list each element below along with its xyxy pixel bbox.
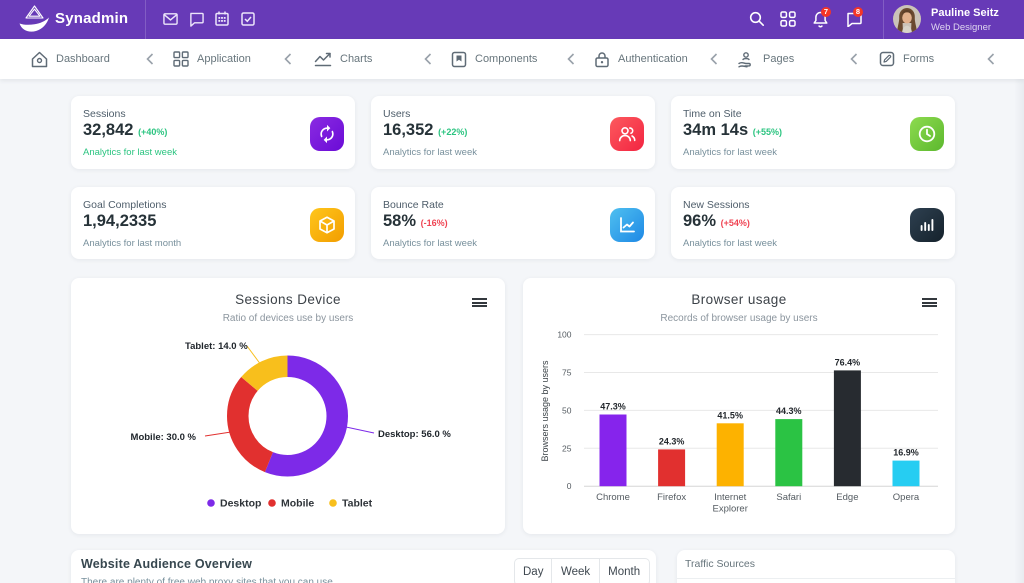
svg-text:100: 100	[557, 330, 571, 340]
svg-text:Internet: Internet	[714, 492, 747, 503]
svg-text:Chrome: Chrome	[596, 492, 630, 503]
svg-text:16.9%: 16.9%	[893, 448, 919, 458]
svg-text:Browsers usage by users: Browsers usage by users	[540, 360, 550, 462]
svg-text:44.3%: 44.3%	[776, 406, 802, 416]
svg-text:Tablet: Tablet	[342, 498, 373, 510]
svg-text:Desktop: 56.0 %: Desktop: 56.0 %	[378, 429, 451, 440]
svg-text:Explorer: Explorer	[713, 504, 748, 515]
svg-text:25: 25	[562, 443, 572, 453]
svg-text:Tablet: 14.0 %: Tablet: 14.0 %	[185, 341, 248, 352]
svg-text:41.5%: 41.5%	[717, 410, 743, 420]
svg-text:24.3%: 24.3%	[659, 436, 685, 446]
svg-text:Opera: Opera	[893, 492, 920, 503]
svg-text:Firefox: Firefox	[657, 492, 686, 503]
svg-text:47.3%: 47.3%	[600, 402, 626, 412]
svg-text:0: 0	[567, 481, 572, 491]
svg-text:Mobile: 30.0 %: Mobile: 30.0 %	[131, 432, 197, 443]
svg-text:Desktop: Desktop	[220, 498, 261, 510]
svg-text:Safari: Safari	[776, 492, 801, 503]
svg-text:Mobile: Mobile	[281, 498, 314, 510]
svg-text:50: 50	[562, 405, 572, 415]
svg-text:76.4%: 76.4%	[835, 357, 861, 367]
svg-text:75: 75	[562, 368, 572, 378]
svg-text:Edge: Edge	[836, 492, 858, 503]
